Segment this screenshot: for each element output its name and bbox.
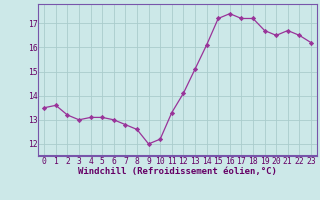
X-axis label: Windchill (Refroidissement éolien,°C): Windchill (Refroidissement éolien,°C) xyxy=(78,167,277,176)
